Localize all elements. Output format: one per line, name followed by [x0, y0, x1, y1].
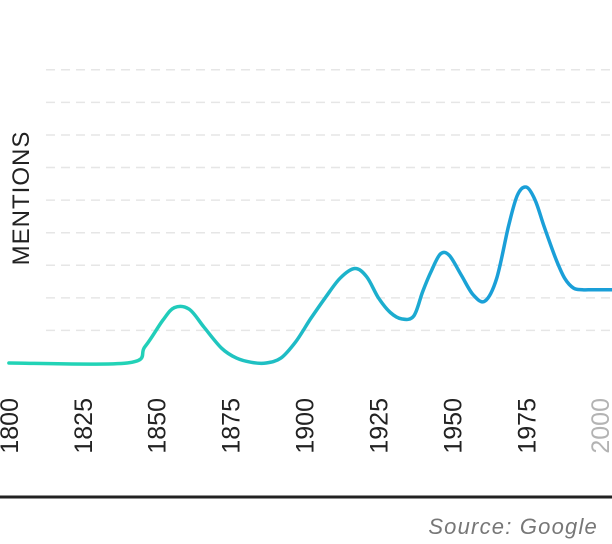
x-tick-label-1975: 1975	[513, 398, 541, 454]
x-tick-label-1900: 1900	[292, 398, 320, 454]
x-tick-label-1950: 1950	[439, 398, 467, 454]
x-tick-label-1800: 1800	[0, 398, 24, 454]
x-tick-label-1875: 1875	[218, 398, 246, 454]
source-caption: Source: Google	[428, 514, 598, 539]
x-tick-label-1925: 1925	[365, 398, 393, 454]
x-tick-label-1825: 1825	[70, 398, 98, 454]
x-axis-tick-labels: 1800 1825 1850 1875 1900 1925 1950 1975 2000	[0, 398, 612, 454]
mentions-series-line	[7, 185, 612, 366]
x-tick-label-2000: 2000	[587, 398, 612, 454]
x-tick-label-1850: 1850	[144, 398, 172, 454]
y-axis-label: MENTIONS	[8, 131, 35, 266]
gridlines	[46, 69, 612, 332]
